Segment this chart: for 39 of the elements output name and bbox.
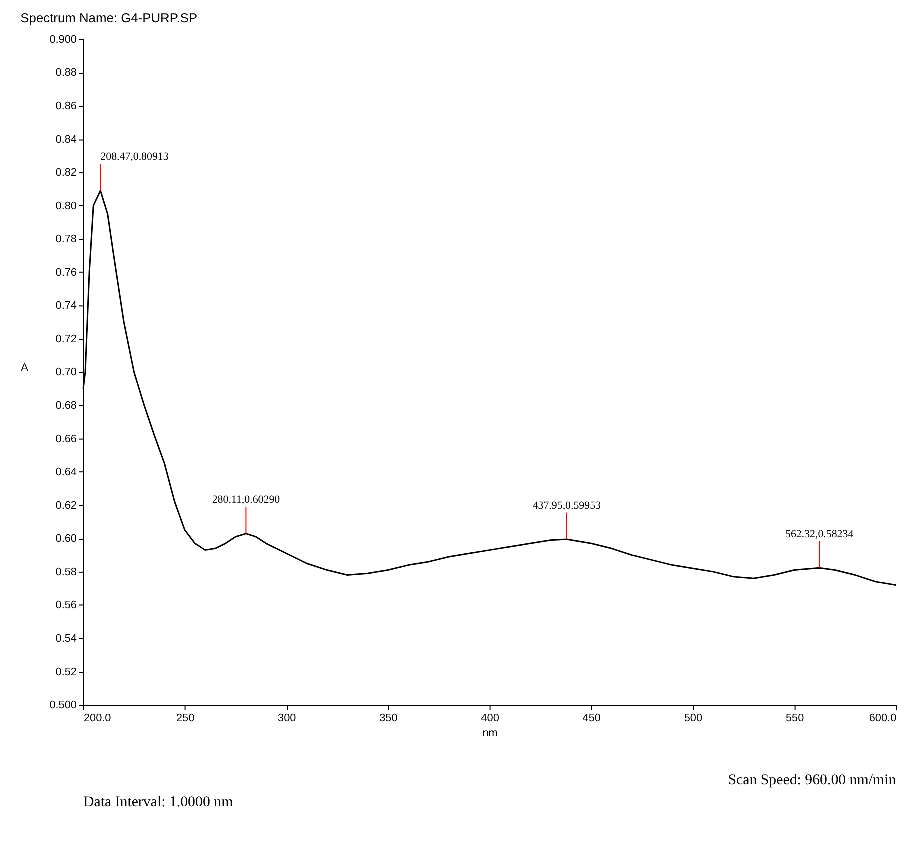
y-tick-label: 0.500: [50, 700, 77, 712]
y-tick-label: 0.88: [56, 67, 77, 80]
x-tick-label: 450: [582, 712, 601, 724]
y-tick-label: 0.80: [56, 200, 77, 212]
y-tick-label: 0.72: [56, 333, 77, 346]
x-tick-label: 350: [380, 712, 398, 724]
chart-title: Spectrum Name: G4-PURP.SP: [20, 10, 198, 26]
x-tick-label: 300: [278, 712, 296, 724]
y-tick-label: 0.70: [56, 366, 77, 379]
y-tick-label: 0.58: [56, 566, 77, 578]
annotation: 562.32,0.58234: [785, 528, 854, 540]
annotation: 437.95,0.59953: [532, 500, 602, 512]
y-axis-title: A: [21, 362, 30, 374]
y-tick-label: 0.56: [56, 600, 77, 612]
x-tick-label: 550: [786, 712, 804, 724]
y-tick-label: 0.78: [56, 234, 77, 246]
text: Scan Speed: 960.00 nm/min: [728, 772, 897, 789]
annotation: 208.47,0.80913: [100, 151, 170, 164]
x-tick-label: 600.0: [869, 712, 897, 724]
y-tick-label: 0.60: [56, 533, 77, 546]
x-tick-label: 200.0: [84, 712, 112, 724]
x-tick-label: 400: [481, 712, 500, 724]
y-tick-label: 0.74: [56, 300, 77, 312]
y-tick-label: 0.82: [56, 167, 77, 180]
x-axis-title: nm: [482, 727, 498, 740]
y-tick-label: 0.76: [56, 266, 77, 279]
text: Data Interval: 1.0000 nm: [83, 794, 234, 810]
y-tick-label: 0.62: [56, 500, 77, 512]
y-tick-label: 0.68: [56, 400, 77, 412]
y-tick-label: 0.52: [56, 666, 77, 678]
y-tick-label: 0.64: [56, 466, 77, 479]
y-tick-label: 0.66: [56, 433, 77, 446]
y-tick-label: 0.86: [56, 100, 77, 112]
x-tick-label: 250: [176, 712, 195, 724]
x-tick-label: 500: [684, 712, 703, 724]
y-tick-label: 0.54: [56, 632, 77, 645]
y-tick-label: 0.900: [50, 34, 77, 46]
y-tick-label: 0.84: [56, 134, 77, 146]
annotation: 280.11,0.60290: [212, 494, 281, 506]
